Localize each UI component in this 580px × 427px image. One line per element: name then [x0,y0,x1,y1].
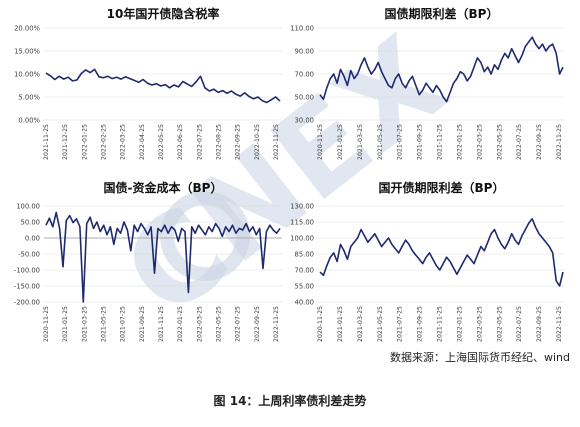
x-tick-label: 2022-07-25 [196,124,203,160]
x-tick-label: 2021-11-25 [437,124,444,160]
x-tick-label: 2021-01-25 [337,124,344,160]
series-line [45,211,281,303]
y-tick-label: 100.00 [290,235,314,243]
watermark-text: CNEX [99,12,471,345]
x-tick-label: 2022-01-25 [456,124,463,160]
x-tick-label: 2022-11-25 [273,306,280,342]
x-tick-label: 2021-01-25 [337,306,344,342]
x-tick-label: 2022-01-25 [81,124,88,160]
chart-1: 10年国开债隐含税率20.00%15.00%10.00%5.00%0.00%20… [14,6,282,160]
y-tick-label: -150.00 [14,283,40,291]
y-tick-label: 85.00 [295,251,314,259]
x-tick-label: 2021-05-25 [377,124,384,160]
y-tick-label: 15.00% [14,48,40,56]
x-tick-label: 2021-11-25 [43,124,50,160]
watermark-ring [160,191,250,281]
y-tick-label: 100.00 [16,203,40,211]
x-tick-label: 2020-11-25 [317,306,324,342]
x-tick-label: 2022-05-25 [158,124,165,160]
x-tick-label: 2022-02-25 [101,124,108,160]
x-tick-label: 2022-05-25 [496,124,503,160]
chart-3: 国债-资金成本（BP） 100.00 50.00 0.00 -50.00 -100.00 -… [14,180,282,342]
y-tick-label: -50.00 [18,251,40,259]
x-tick-label: 2021-01-25 [62,306,69,342]
x-tick-label: 2022-09-25 [536,124,543,160]
series-line [319,36,564,103]
x-tick-label: 2022-10-25 [254,124,261,160]
x-tick-label: 2022-04-25 [139,124,146,160]
y-tick-label: 115.00 [290,219,314,227]
x-tick-label: 2022-03-25 [120,124,127,160]
x-tick-label: 2022-03-25 [476,124,483,160]
series-line [319,218,564,287]
x-tick-label: 2022-09-25 [536,306,543,342]
y-tick-label: -200.00 [14,299,40,307]
x-tick-label: 2021-03-25 [357,124,364,160]
x-tick-label: 2022-11-25 [556,124,563,160]
x-tick-label: 2022-03-25 [196,306,203,342]
x-tick-label: 2022-03-25 [476,306,483,342]
chart-4: 国开债期限利差（BP） 130.00 115.00 100.00 85.00 70.00 5… [290,180,565,342]
x-tick-label: 2021-07-25 [397,306,404,342]
series-line [45,68,281,104]
chart-title: 国开债期限利差（BP） [379,180,505,195]
y-tick-label: 5.00% [18,94,40,102]
x-tick-label: 2021-05-25 [101,306,108,342]
x-tick-label: 2022-11-25 [273,124,280,160]
x-tick-label: 2022-01-25 [456,306,463,342]
x-tick-label: 2022-01-25 [177,306,184,342]
x-tick-label: 2022-11-25 [556,306,563,342]
x-tick-label: 2021-12-25 [62,124,69,160]
x-tick-label: 2021-05-25 [377,306,384,342]
x-tick-label: 2021-11-25 [437,306,444,342]
chart-title: 国债期限利差（BP） [385,6,499,21]
y-tick-label: 50.00 [21,219,40,227]
y-tick-label: 55.00 [295,283,314,291]
x-tick-label: 2021-07-25 [120,306,127,342]
x-tick-label: 2022-08-25 [216,124,223,160]
y-tick-label: 110.00 [290,25,314,33]
y-tick-label: 130.00 [290,203,314,211]
x-tick-label: 2022-05-25 [496,306,503,342]
x-tick-label: 2022-09-25 [235,124,242,160]
y-tick-label: 0.00 [25,235,40,243]
y-tick-label: 50.00 [295,94,314,102]
y-tick-label: 10.00% [14,71,40,79]
x-tick-label: 2022-05-25 [216,306,223,342]
y-tick-label: 40.00 [295,299,314,307]
charts-group: 10年国开债隐含税率20.00%15.00%10.00%5.00%0.00%20… [14,6,565,342]
y-tick-label: 70.00 [295,267,314,275]
figure-caption: 图 14：上周利率债利差走势 [213,394,367,408]
x-tick-label: 2022-06-25 [177,124,184,160]
source-note: 数据来源：上海国际货币经纪、wind [389,351,570,364]
x-tick-label: 2021-11-25 [158,306,165,342]
x-tick-label: 2021-03-25 [357,306,364,342]
x-tick-label: 2022-07-25 [235,306,242,342]
x-tick-label: 2021-07-25 [397,124,404,160]
chart-2: 国债期限利差（BP） 110.00 90.00 70.00 50.00 30.002020… [290,6,565,160]
chart-title: 国债-资金成本（BP） [104,180,223,195]
x-tick-label: 2021-09-25 [139,306,146,342]
y-tick-label: 20.00% [14,25,40,33]
x-tick-label: 2022-07-25 [516,306,523,342]
chart-title: 10年国开债隐含税率 [107,6,220,21]
x-tick-label: 2022-07-25 [516,124,523,160]
y-tick-label: 70.00 [295,71,314,79]
x-tick-label: 2022-09-25 [254,306,261,342]
y-tick-label: 90.00 [295,48,314,56]
y-tick-label: 30.00 [295,117,314,125]
x-tick-label: 2020-11-25 [43,306,50,342]
y-tick-label: 0.00% [18,117,40,125]
y-tick-label: -100.00 [14,267,40,275]
x-tick-label: 2021-09-25 [417,124,424,160]
x-tick-label: 2021-09-25 [417,306,424,342]
x-tick-label: 2020-11-25 [317,124,324,160]
x-tick-label: 2021-03-25 [81,306,88,342]
